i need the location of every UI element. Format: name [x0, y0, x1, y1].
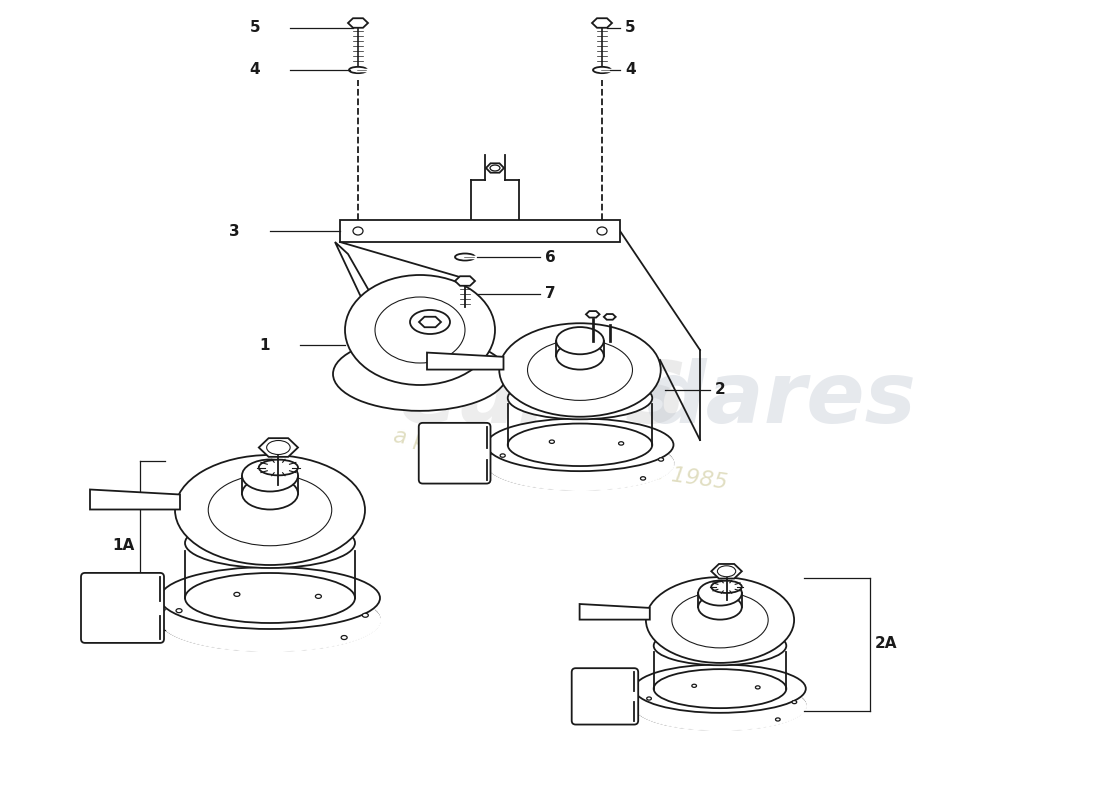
Text: a passion for more since 1985: a passion for more since 1985 [392, 426, 728, 494]
Ellipse shape [557, 327, 604, 354]
Ellipse shape [653, 669, 786, 708]
Ellipse shape [659, 458, 663, 461]
Ellipse shape [333, 337, 507, 411]
Ellipse shape [593, 67, 611, 73]
Polygon shape [427, 353, 504, 370]
Polygon shape [90, 490, 180, 510]
Ellipse shape [242, 478, 298, 510]
Ellipse shape [362, 614, 369, 618]
Text: 3: 3 [230, 223, 240, 238]
Polygon shape [258, 438, 298, 457]
Ellipse shape [692, 684, 696, 687]
Ellipse shape [698, 594, 741, 620]
Text: euro: euro [398, 358, 620, 442]
Ellipse shape [499, 323, 661, 417]
Ellipse shape [486, 418, 673, 471]
Polygon shape [348, 18, 369, 28]
Ellipse shape [234, 592, 240, 596]
Ellipse shape [776, 718, 780, 721]
Ellipse shape [242, 459, 298, 491]
Polygon shape [580, 604, 650, 620]
Text: 5: 5 [625, 21, 636, 35]
Ellipse shape [185, 518, 355, 568]
Ellipse shape [316, 594, 321, 598]
Text: dares: dares [645, 358, 917, 442]
Text: 2A: 2A [874, 637, 898, 651]
Ellipse shape [258, 460, 298, 475]
Ellipse shape [375, 297, 465, 363]
Ellipse shape [208, 474, 332, 546]
FancyBboxPatch shape [419, 423, 491, 483]
Ellipse shape [640, 477, 646, 480]
Text: S: S [625, 358, 688, 442]
Ellipse shape [345, 275, 495, 385]
Ellipse shape [341, 635, 348, 639]
Ellipse shape [698, 581, 741, 606]
Ellipse shape [410, 310, 450, 334]
Polygon shape [604, 314, 616, 320]
Bar [340, 220, 620, 242]
Ellipse shape [508, 423, 652, 466]
Ellipse shape [349, 67, 367, 73]
Ellipse shape [635, 665, 806, 713]
Ellipse shape [490, 165, 499, 171]
Text: 4: 4 [250, 62, 260, 78]
Text: 2: 2 [715, 382, 726, 398]
Ellipse shape [455, 254, 475, 261]
Ellipse shape [160, 567, 380, 629]
Ellipse shape [549, 440, 554, 443]
Polygon shape [419, 317, 441, 327]
Polygon shape [336, 242, 380, 310]
Ellipse shape [353, 227, 363, 235]
Text: 1A: 1A [112, 538, 135, 553]
Polygon shape [486, 163, 504, 173]
Ellipse shape [486, 437, 673, 490]
Ellipse shape [792, 701, 796, 704]
FancyBboxPatch shape [81, 573, 164, 643]
Ellipse shape [160, 589, 380, 651]
Ellipse shape [500, 454, 505, 458]
Text: 6: 6 [544, 250, 556, 265]
Ellipse shape [557, 342, 604, 370]
Polygon shape [592, 18, 612, 28]
Ellipse shape [672, 592, 768, 648]
Text: 1: 1 [260, 338, 270, 353]
Ellipse shape [647, 697, 651, 700]
Polygon shape [712, 564, 741, 578]
FancyBboxPatch shape [572, 668, 638, 725]
Ellipse shape [597, 227, 607, 235]
Ellipse shape [176, 609, 182, 613]
Ellipse shape [175, 455, 365, 565]
Ellipse shape [653, 626, 786, 666]
Text: 7: 7 [544, 286, 556, 302]
Ellipse shape [266, 441, 290, 454]
Ellipse shape [508, 377, 652, 419]
Text: 5: 5 [250, 21, 260, 35]
Polygon shape [455, 276, 475, 286]
Text: 4: 4 [625, 62, 636, 78]
Ellipse shape [185, 573, 355, 623]
Ellipse shape [635, 682, 806, 730]
Ellipse shape [717, 566, 736, 577]
Ellipse shape [646, 577, 794, 663]
Polygon shape [586, 311, 600, 318]
Ellipse shape [756, 686, 760, 689]
Ellipse shape [528, 340, 632, 400]
Ellipse shape [712, 581, 741, 593]
Ellipse shape [618, 442, 624, 445]
